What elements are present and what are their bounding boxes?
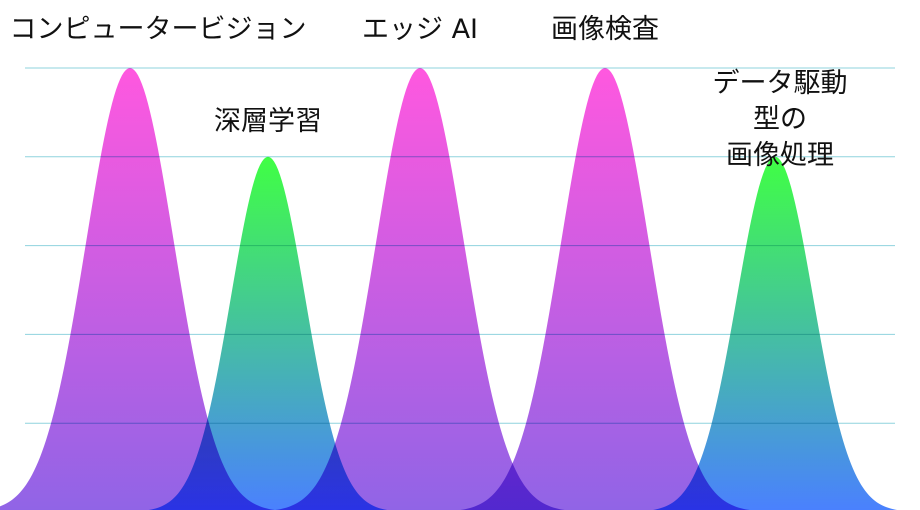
peak	[148, 156, 388, 510]
peak-label: コンピュータービジョン	[9, 14, 307, 45]
peak	[275, 68, 565, 510]
peak-label: 画像検査	[551, 14, 659, 45]
peak-label: エッジ AI	[361, 14, 479, 45]
peak	[652, 156, 898, 510]
peak	[460, 68, 750, 510]
peak-label: データ駆動型の 画像処理	[712, 68, 848, 171]
peak	[0, 68, 275, 510]
peak-label: 深層学習	[214, 106, 322, 137]
